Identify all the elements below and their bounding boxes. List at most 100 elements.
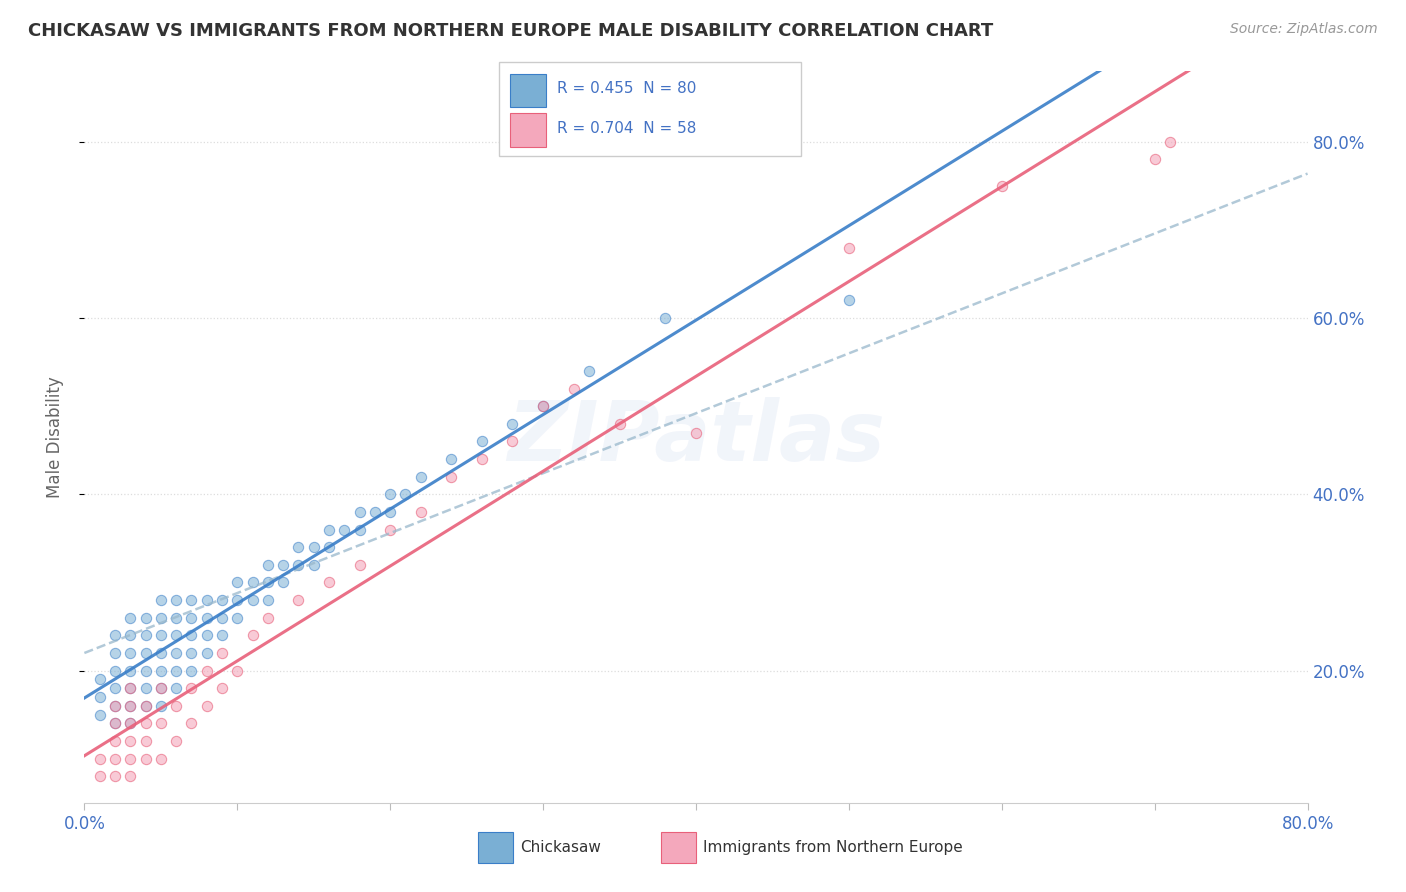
Point [333,523,356,537]
Point [1159,135,1181,149]
Text: Chickasaw: Chickasaw [520,840,602,855]
Point [287,593,309,607]
Point [165,664,187,678]
Point [149,646,172,660]
Text: R = 0.704  N = 58: R = 0.704 N = 58 [557,120,696,136]
Point [380,487,402,501]
Point [89,752,111,766]
Point [838,241,860,255]
Point [165,628,187,642]
Point [120,716,142,731]
Point [471,452,494,467]
Point [502,434,524,449]
Point [135,698,157,713]
Point [226,575,249,590]
Point [195,628,218,642]
Point [135,681,157,696]
Point [562,382,585,396]
Point [89,707,111,722]
Point [120,628,142,642]
Point [226,664,249,678]
Point [149,611,172,625]
Point [578,364,600,378]
Point [257,575,280,590]
Point [165,734,187,748]
Point [502,417,524,431]
Point [149,716,172,731]
Point [211,646,233,660]
Point [120,716,142,731]
Point [120,698,142,713]
Point [120,734,142,748]
Point [318,575,340,590]
Point [991,178,1014,193]
Point [120,681,142,696]
Point [195,698,218,713]
Point [135,611,157,625]
Point [135,698,157,713]
Point [257,558,280,572]
Point [654,311,676,326]
Point [440,469,463,483]
Point [104,646,127,660]
Point [120,646,142,660]
Point [271,558,294,572]
Point [104,716,127,731]
Point [394,487,416,501]
Point [120,664,142,678]
Point [149,752,172,766]
Point [349,523,371,537]
Point [135,716,157,731]
Point [120,769,142,783]
Point [531,399,554,413]
Point [135,752,157,766]
Point [135,628,157,642]
Point [104,628,127,642]
Point [609,417,631,431]
Point [149,628,172,642]
Point [318,540,340,554]
Point [242,593,264,607]
Point [149,681,172,696]
Point [302,540,325,554]
Point [149,664,172,678]
Point [471,434,494,449]
Point [1143,153,1166,167]
Point [104,734,127,748]
Point [104,769,127,783]
Point [685,425,707,440]
Point [104,752,127,766]
Point [349,558,371,572]
Point [242,628,264,642]
Text: ZIPatlas: ZIPatlas [508,397,884,477]
Point [104,716,127,731]
Text: R = 0.455  N = 80: R = 0.455 N = 80 [557,81,696,96]
Point [180,628,202,642]
Point [180,646,202,660]
Point [380,505,402,519]
Point [149,698,172,713]
Point [104,681,127,696]
Point [89,769,111,783]
Point [165,681,187,696]
Point [257,611,280,625]
Point [180,611,202,625]
Point [135,734,157,748]
Point [120,681,142,696]
Y-axis label: Male Disability: Male Disability [45,376,63,498]
Point [226,593,249,607]
Point [211,628,233,642]
Point [165,611,187,625]
Point [120,752,142,766]
Point [195,593,218,607]
Point [409,505,432,519]
Point [180,681,202,696]
Point [180,664,202,678]
Point [211,681,233,696]
Point [195,611,218,625]
Point [287,558,309,572]
Point [104,698,127,713]
Point [120,611,142,625]
Point [211,593,233,607]
Point [180,716,202,731]
